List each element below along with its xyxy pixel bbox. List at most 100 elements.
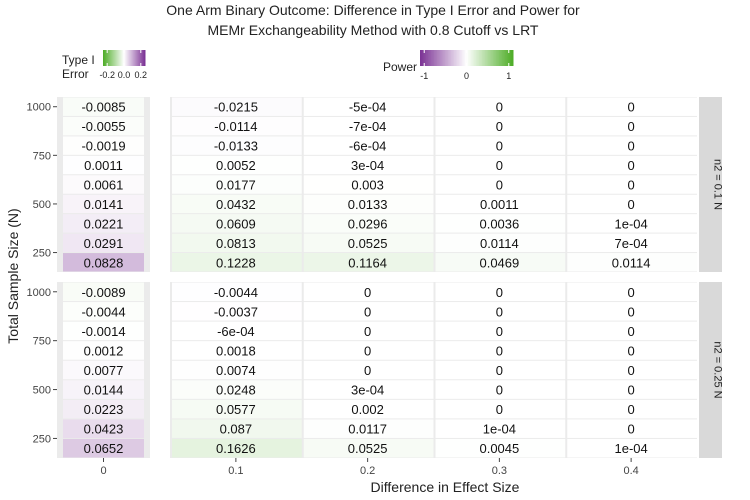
power-tile <box>567 302 697 321</box>
power-colorbar-segment <box>482 50 485 66</box>
power-colorbar-segment <box>506 50 509 66</box>
power-tile <box>567 97 697 116</box>
type-i-colorbar-segment <box>129 50 131 66</box>
power-tile <box>303 380 434 399</box>
type-i-error-legend: Type I Error -0.2 0.0 0.2 <box>62 50 147 81</box>
power-colorbar-segment <box>468 50 471 66</box>
power-colorbar-segment <box>509 50 512 66</box>
power-tile <box>303 175 434 194</box>
type-i-legend-tick-label: -0.2 <box>99 70 115 80</box>
type-i-colorbar-segment <box>141 50 143 66</box>
power-colorbar-segment <box>486 50 489 66</box>
y-tick-label: 500 <box>33 199 51 211</box>
power-label: 1e-04 <box>615 216 648 231</box>
type-i-legend-tick-label: 0.0 <box>118 70 131 80</box>
type-i-tile <box>63 438 144 458</box>
y-tick-label: 250 <box>33 248 51 260</box>
type-i-colorbar-segment <box>143 50 145 66</box>
power-tile <box>172 380 302 399</box>
power-tile <box>435 399 566 419</box>
power-tile <box>303 438 434 458</box>
type-i-tile <box>63 360 144 380</box>
power-label: 0.0577 <box>216 402 256 417</box>
power-tile <box>567 399 697 419</box>
x-tick-label: 0 <box>100 465 106 477</box>
power-tile <box>435 175 566 194</box>
power-colorbar-segment <box>503 50 506 66</box>
power-legend: Power -1 0 1 <box>383 50 514 81</box>
power-legend-tick-label: -1 <box>420 71 428 81</box>
type-i-tile <box>63 380 144 399</box>
type-i-tile <box>63 282 144 302</box>
type-i-tile <box>63 419 144 438</box>
power-colorbar-segment <box>489 50 492 66</box>
type-i-tile <box>63 214 144 233</box>
power-tile <box>435 136 566 155</box>
power-colorbar-segment <box>451 50 454 66</box>
power-label: -0.0133 <box>214 139 258 154</box>
type-i-label: -0.0085 <box>81 100 125 115</box>
type-i-colorbar-segment <box>104 50 106 66</box>
power-tile <box>567 194 697 214</box>
type-i-colorbar-segment <box>105 50 107 66</box>
type-i-colorbar-segment <box>126 50 128 66</box>
type-i-tile <box>63 175 144 194</box>
power-label: 0 <box>628 343 635 358</box>
power-label: 0 <box>628 285 635 300</box>
chart-title-group: One Arm Binary Outcome: Difference in Ty… <box>166 2 580 38</box>
power-label: 0 <box>496 178 503 193</box>
power-tile <box>172 399 302 419</box>
chart-title: One Arm Binary Outcome: Difference in Ty… <box>166 2 580 18</box>
power-colorbar-segment <box>438 50 441 66</box>
power-label: 0 <box>628 197 635 212</box>
power-tile <box>435 438 566 458</box>
power-label: 0 <box>628 363 635 378</box>
type-i-label: -0.0014 <box>81 324 125 339</box>
power-tile <box>567 282 697 302</box>
power-tile <box>303 116 434 136</box>
power-label: 0 <box>364 285 371 300</box>
type-i-colorbar-segment <box>135 50 137 66</box>
power-colorbar-segment <box>420 50 423 66</box>
type-i-colorbar-segment <box>121 50 123 66</box>
power-colorbar-segment <box>455 50 458 66</box>
power-tile <box>435 341 566 360</box>
power-tile <box>435 380 566 399</box>
power-label: 1e-04 <box>615 441 648 456</box>
power-label: 0 <box>496 100 503 115</box>
power-colorbar-segment <box>491 50 494 66</box>
type-i-tile <box>63 97 144 116</box>
y-tick-label: 250 <box>33 433 51 445</box>
type-i-label: 0.0221 <box>84 216 124 231</box>
power-tile <box>172 97 302 116</box>
type-i-label: 0.0423 <box>84 422 124 437</box>
power-label: 1e-04 <box>483 422 516 437</box>
power-tile <box>567 116 697 136</box>
type-i-colorbar-segment <box>118 50 120 66</box>
type-i-legend-title-line2: Error <box>62 67 89 81</box>
power-label: 7e-04 <box>615 236 648 251</box>
power-colorbar-segment <box>443 50 446 66</box>
type-i-colorbar-segment <box>130 50 132 66</box>
power-colorbar-segment <box>474 50 477 66</box>
power-label: 0.0525 <box>348 236 388 251</box>
type-i-colorbar-segment <box>134 50 136 66</box>
power-colorbar-segment <box>452 50 455 66</box>
facet-strips: n2 = 0.1 N n2 = 0.25 N <box>699 97 724 458</box>
power-label: 0 <box>496 119 503 134</box>
power-tile <box>567 155 697 175</box>
type-i-label: 0.0144 <box>84 383 124 398</box>
y-tick-label: 1000 <box>27 287 51 299</box>
power-colorbar-segment <box>426 50 429 66</box>
power-colorbar-segment <box>432 50 435 66</box>
power-colorbar-segment <box>505 50 508 66</box>
power-tile <box>303 136 434 155</box>
power-colorbar-segment <box>441 50 444 66</box>
power-label: 0 <box>628 304 635 319</box>
type-i-colorbar-segment <box>131 50 133 66</box>
type-i-colorbar-segment <box>108 50 110 66</box>
power-legend-title: Power <box>383 60 417 74</box>
power-label: -0.0215 <box>214 100 258 115</box>
power-colorbar-segment <box>449 50 452 66</box>
type-i-label: 0.0223 <box>84 402 124 417</box>
